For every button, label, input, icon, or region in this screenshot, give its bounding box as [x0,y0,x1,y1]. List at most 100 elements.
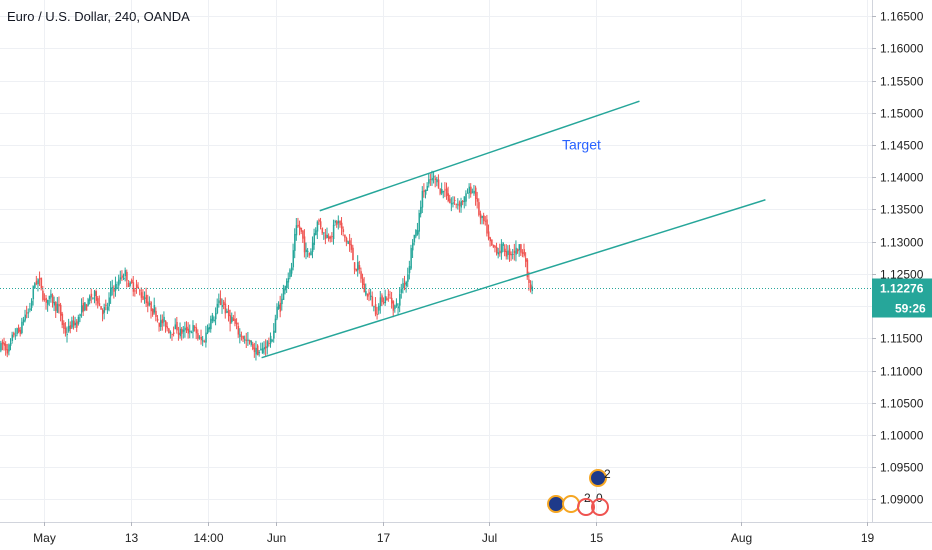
event-icon[interactable] [591,498,609,516]
candle-body [413,234,416,243]
candle-body [152,308,154,315]
candle-body [513,250,516,254]
candle-body [323,232,325,234]
candle-body [9,343,12,346]
candle-body [245,339,248,341]
candle-body [30,300,33,308]
candle-body [491,239,493,246]
candle-body [232,318,235,321]
candle-body [434,178,437,181]
candle-body [355,268,358,272]
economic-events[interactable]: 22 0 [547,467,611,516]
candle-body [350,244,353,250]
candle-body [127,283,130,287]
candle-body [182,329,185,332]
candle-body [248,340,251,343]
candle-body [147,301,149,307]
y-tick-label: 1.10000 [880,429,924,443]
candle-body [368,292,370,295]
candle-body [66,334,68,336]
annotation-layer: Target [562,137,601,153]
candle-body [381,295,383,303]
candle-body [392,301,395,311]
candle-body [319,221,322,227]
candle-body [16,328,18,335]
trendline[interactable] [261,199,766,359]
candlestick-series [0,170,534,361]
candle-body [287,278,290,283]
candle-body [137,286,140,288]
candle-body [256,345,259,356]
candle-body [258,352,261,354]
candle-body [195,327,198,334]
target-label: Target [562,137,601,153]
event-count: 0 [596,491,603,505]
candle-body [145,294,148,304]
candle-body [105,304,107,306]
candle-body [303,236,306,253]
candle-body [92,297,94,299]
countdown-label: 59:26 [895,302,926,316]
candle-body [412,242,414,251]
price-axis[interactable]: 1.16500 1.16000 1.15500 1.15000 1.14500 1.140… [872,10,924,507]
candle-body [168,328,170,333]
candle-body [439,188,441,194]
candle-body [219,298,222,305]
candle-body [510,254,513,256]
candle-body [305,249,307,253]
event-icon[interactable] [577,498,595,516]
candle-body [360,271,362,279]
candle-body [274,318,277,333]
time-axis[interactable]: May 13 14:00 Jun 17 Jul 15 Aug 19 [33,522,874,545]
us-event-icon[interactable] [562,495,580,513]
candle-body [528,279,530,283]
candle-body [106,306,109,311]
candle-body [114,284,117,291]
candle-body [252,343,254,350]
event-icon[interactable] [589,469,607,487]
candle-body [53,302,56,306]
y-tick-label: 1.16000 [880,42,924,56]
candle-body [202,340,204,342]
candle-body [124,270,127,277]
candle-body [424,189,427,195]
candle-body [397,306,399,309]
candle-body [173,332,175,334]
candle-body [37,279,39,285]
candle-body [260,348,262,351]
candle-body [442,191,445,193]
candle-body [72,320,75,326]
trendline-layer[interactable] [261,100,766,359]
candle-body [231,316,233,323]
candle-body [366,293,369,297]
candle-body [531,286,534,291]
candle-body [77,316,80,324]
event-icon[interactable] [547,495,565,513]
candle-body [58,304,60,307]
candle-body [55,302,57,311]
candle-body [495,247,498,254]
candle-body [487,231,490,239]
candle-body [421,190,424,208]
candle-body [483,215,485,222]
candle-body [402,283,404,288]
candle-body [518,244,521,251]
candle-body [85,304,88,311]
candle-body [221,305,223,307]
y-tick-label: 1.11000 [880,365,923,379]
candle-body [226,310,228,313]
x-tick-label: Aug [731,531,752,545]
candle-body [489,237,492,242]
trendline[interactable] [319,100,640,212]
candle-body [210,318,212,330]
candle-body [205,332,207,343]
candle-body [59,304,62,316]
current-price-badge [872,278,932,299]
candle-body [281,298,283,305]
candle-body [166,326,169,329]
candle-body [95,291,98,301]
candle-body [345,237,348,243]
candle-body [269,335,272,344]
y-tick-label: 1.14500 [880,139,924,153]
